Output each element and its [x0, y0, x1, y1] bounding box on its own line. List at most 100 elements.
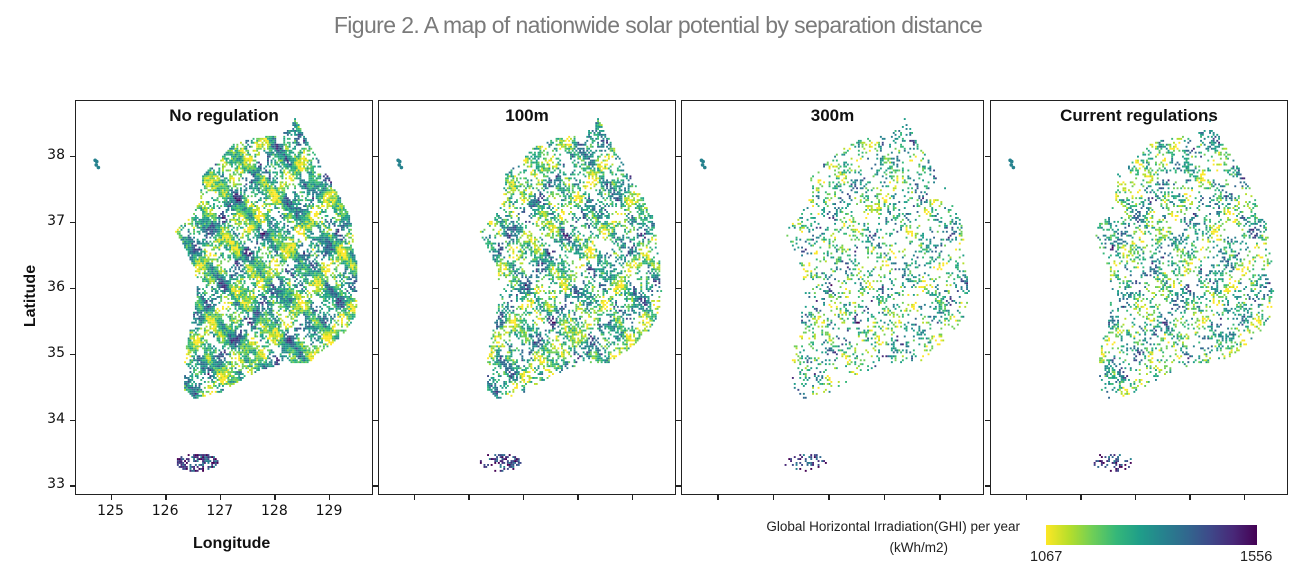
ghi-pixel: [259, 294, 262, 296]
ghi-pixel: [337, 238, 340, 241]
ghi-pixel: [240, 246, 242, 249]
ghi-pixel: [220, 321, 223, 324]
ghi-pixel: [196, 335, 199, 338]
ghi-pixel: [200, 313, 203, 316]
ghi-pixel: [267, 365, 269, 368]
ghi-pixel: [270, 232, 273, 235]
ghi-pixel: [249, 363, 251, 366]
ghi-pixel: [238, 224, 241, 227]
ghi-pixel: [209, 226, 212, 229]
ghi-pixel: [213, 381, 215, 383]
ghi-pixel: [330, 341, 332, 344]
ghi-pixel: [256, 341, 259, 344]
ghi-pixel: [205, 456, 208, 458]
ghi-pixel: [326, 329, 329, 332]
ghi-pixel: [335, 266, 338, 269]
ghi-pixel: [231, 343, 233, 346]
ghi-pixel: [267, 319, 269, 322]
ghi-pixel: [279, 341, 282, 344]
ghi-pixel: [202, 226, 204, 229]
ghi-pixel: [355, 270, 358, 273]
ghi-pixel: [211, 331, 214, 334]
ghi-pixel: [299, 220, 302, 223]
ghi-pixel: [258, 234, 260, 237]
ghi-pixel: [263, 207, 266, 209]
ghi-pixel: [268, 343, 271, 346]
ghi-pixel: [196, 294, 199, 296]
ghi-pixel: [270, 294, 273, 296]
ghi-pixel: [222, 385, 224, 387]
ghi-pixel: [218, 385, 221, 387]
ghi-pixel: [276, 258, 278, 261]
ghi-pixel: [241, 288, 244, 290]
ghi-pixel: [267, 284, 269, 287]
ghi-pixel: [326, 278, 329, 281]
ghi-pixel: [200, 218, 203, 221]
ghi-pixel: [205, 280, 208, 283]
ghi-pixel: [213, 236, 215, 239]
ghi-pixel: [200, 298, 203, 300]
ghi-pixel: [341, 246, 343, 249]
ghi-pixel: [301, 213, 304, 215]
ghi-pixel: [321, 220, 323, 223]
ghi-pixel: [281, 264, 284, 267]
ghi-pixel: [240, 359, 242, 362]
ghi-pixel: [333, 323, 336, 326]
ghi-pixel: [290, 256, 293, 259]
ghi-pixel: [297, 290, 300, 292]
ghi-pixel: [276, 343, 278, 346]
ghi-pixel: [265, 290, 268, 292]
ghi-pixel: [331, 286, 334, 288]
ghi-pixel: [292, 276, 295, 279]
ghi-pixel: [286, 230, 289, 233]
ghi-pixel: [341, 301, 343, 304]
ghi-pixel: [272, 313, 275, 316]
ghi-pixel: [319, 325, 322, 328]
ghi-pixel: [198, 383, 201, 385]
ghi-pixel: [245, 298, 248, 300]
ghi-pixel: [203, 371, 206, 373]
ghi-pixel: [306, 224, 309, 227]
ghi-pixel: [333, 232, 336, 235]
ghi-pixel: [200, 266, 203, 269]
ghi-pixel: [337, 331, 340, 334]
ghi-pixel: [312, 284, 314, 287]
ghi-pixel: [194, 262, 197, 265]
ghi-pixel: [268, 317, 271, 320]
ghi-pixel: [312, 270, 314, 273]
ghi-pixel: [270, 230, 273, 233]
ghi-pixel: [283, 222, 286, 225]
ghi-pixel: [193, 335, 195, 338]
ghi-pixel: [351, 288, 354, 290]
ghi-pixel: [265, 319, 268, 322]
ghi-pixel: [205, 274, 208, 277]
ghi-pixel: [328, 226, 331, 229]
ghi-pixel: [191, 252, 194, 255]
ghi-pixel: [227, 242, 230, 245]
ghi-pixel: [213, 280, 215, 283]
ghi-pixel: [259, 301, 262, 304]
ghi-pixel: [346, 260, 349, 263]
ghi-pixel: [283, 284, 286, 287]
ghi-pixel: [209, 386, 212, 389]
ghi-pixel: [209, 274, 212, 277]
ghi-pixel: [286, 228, 289, 231]
ghi-pixel: [211, 307, 214, 310]
ghi-pixel: [258, 369, 260, 371]
ghi-pixel: [303, 218, 305, 221]
ghi-pixel: [335, 292, 338, 294]
ghi-pixel: [209, 296, 212, 298]
ghi-pixel: [216, 460, 219, 462]
ghi-pixel: [198, 305, 201, 308]
ghi-pixel: [250, 207, 253, 209]
ghi-pixel: [295, 355, 298, 358]
ghi-pixel: [297, 232, 300, 235]
ghi-pixel: [209, 270, 212, 273]
ghi-pixel: [209, 359, 212, 362]
ghi-pixel: [346, 303, 349, 306]
ghi-pixel: [222, 371, 224, 373]
ghi-pixel: [216, 260, 219, 263]
ghi-pixel: [222, 369, 224, 371]
ghi-pixel: [189, 258, 192, 261]
ghi-pixel: [337, 256, 340, 259]
